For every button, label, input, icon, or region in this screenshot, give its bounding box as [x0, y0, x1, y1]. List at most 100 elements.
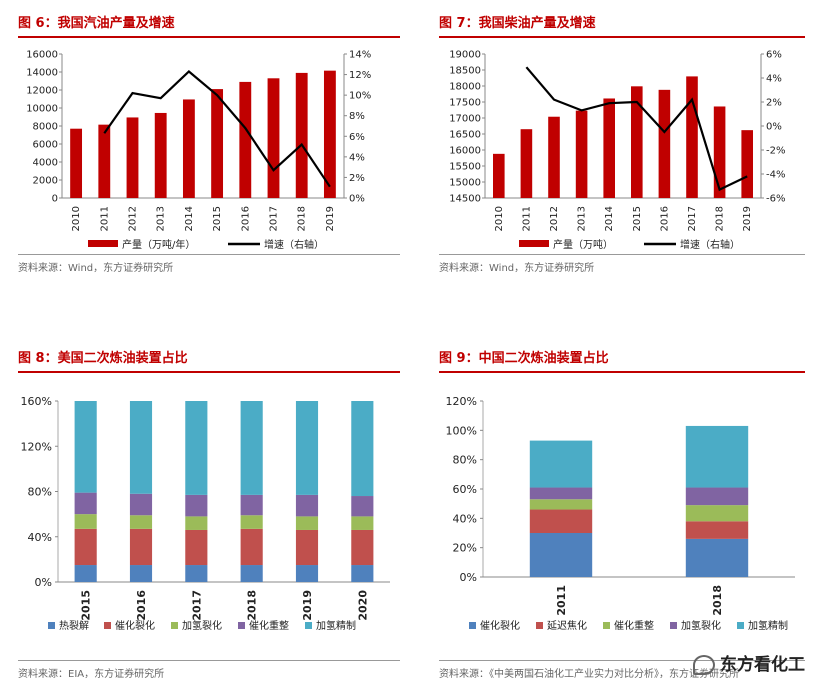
source-rule: [439, 254, 805, 255]
bar: [267, 78, 280, 198]
legend-swatch: [305, 622, 312, 629]
legend-swatch: [171, 622, 178, 629]
stack-segment: [240, 494, 263, 516]
stack-segment: [185, 565, 208, 582]
bar: [713, 106, 726, 198]
chart-fig8: 0% 40% 80% 120% 160% 2015 2016 2017 2018 2019 2020…: [21, 395, 390, 632]
figure-title: 图 6：我国汽油产量及增速: [18, 16, 175, 31]
stack-segment: [74, 565, 97, 582]
x-tick-label: 2019: [742, 206, 753, 231]
stack-segment: [685, 425, 749, 488]
stack-segment: [129, 515, 153, 529]
y2-tick-label: 12%: [349, 70, 371, 81]
stack-segment: [295, 529, 319, 566]
x-tick-label: 2017: [687, 206, 698, 231]
bar: [741, 130, 753, 198]
bar: [182, 99, 195, 198]
x-tick-label: 2019: [301, 590, 314, 621]
y-tick-label: 100%: [446, 424, 477, 437]
bar: [239, 81, 252, 198]
y-tick-label: 19000: [449, 50, 481, 61]
legend-label: 热裂解: [59, 619, 89, 632]
legend-label: 延迟焦化: [547, 619, 587, 632]
y-tick-label: 15500: [449, 162, 481, 173]
y2-tick-label: 0%: [349, 194, 365, 205]
stack-segment: [185, 516, 208, 530]
legend-swatch: [536, 622, 543, 629]
x-tick-label: 2017: [269, 206, 280, 231]
y-tick-label: 6000: [33, 140, 58, 151]
x-tick-label: 2016: [135, 590, 148, 621]
legend-swatch: [737, 622, 744, 629]
source-note: 资料来源：《中美两国石油化工产业实力对比分析》，东方证券研究所: [439, 669, 739, 680]
bar: [631, 86, 643, 198]
stack-segment: [351, 529, 374, 566]
x-tick-label: 2018: [297, 206, 308, 231]
growth-line: [103, 70, 331, 188]
bar: [70, 128, 83, 198]
stack-segment: [240, 565, 263, 582]
y-tick-label: 40%: [453, 512, 477, 525]
figure-6: 图 6：我国汽油产量及增速 0 2000 4000 6000 8000 10000 1200…: [18, 12, 400, 282]
y-tick-label: 80%: [453, 454, 477, 467]
y-tick-label: 4000: [33, 158, 58, 169]
stack-segment: [295, 516, 319, 530]
bar: [520, 129, 533, 198]
source-note: 资料来源：Wind，东方证券研究所: [439, 263, 595, 274]
stack-segment: [351, 516, 374, 530]
figure-7: 图 7：我国柴油产量及增速 14500 15000 15500 16000 16500 1…: [439, 12, 805, 282]
y-tick-label: 60%: [453, 483, 477, 496]
stack-segment: [529, 499, 593, 510]
bar: [603, 98, 615, 198]
y-tick-label: 0: [52, 194, 58, 205]
bar: [658, 89, 671, 198]
stack-segment: [74, 401, 97, 493]
y-tick-label: 10000: [26, 104, 58, 115]
y-tick-label: 17000: [449, 114, 481, 125]
stack-segment: [74, 492, 97, 515]
source-rule: [439, 660, 805, 661]
chart-fig9: 0% 20% 40% 60% 80% 100% 120% 2011 2018 催化裂化 延迟焦化 催化…: [446, 395, 795, 632]
y2-tick-label: 6%: [349, 132, 365, 143]
stack-segment: [295, 565, 319, 582]
stack-segment: [685, 538, 749, 577]
y-tick-label: 160%: [21, 395, 52, 408]
x-tick-label: 2010: [494, 206, 505, 231]
bar: [548, 116, 560, 198]
figure-title: 图 9：中国二次炼油装置占比: [439, 351, 609, 366]
figure-title: 图 7：我国柴油产量及增速: [439, 16, 596, 31]
y2-tick-label: 4%: [766, 74, 782, 85]
y-tick-label: 80%: [28, 486, 52, 499]
legend-label: 催化重整: [249, 619, 289, 632]
stack-segment: [295, 494, 319, 517]
x-tick-label: 2015: [80, 590, 93, 621]
stack-segment: [351, 496, 374, 517]
stack-segment: [74, 514, 97, 529]
figure-title: 图 8：美国二次炼油装置占比: [18, 351, 188, 366]
x-tick-label: 2015: [212, 206, 223, 231]
x-tick-label: 2019: [325, 206, 336, 231]
y2-tick-label: 4%: [349, 152, 365, 163]
title-rule: [439, 36, 805, 38]
x-tick-label: 2016: [240, 206, 251, 231]
stack-segment: [185, 401, 208, 495]
y-tick-label: 0%: [35, 576, 52, 589]
y-tick-label: 14000: [26, 68, 58, 79]
y-tick-label: 12000: [26, 86, 58, 97]
stack-segment: [529, 440, 593, 488]
y-tick-label: 40%: [28, 531, 52, 544]
legend-label: 增速（右轴）: [680, 238, 740, 251]
y2-tick-label: -6%: [766, 194, 785, 205]
watermark: 东方看化工: [693, 650, 805, 675]
bar: [493, 153, 505, 198]
figure-9: 图 9：中国二次炼油装置占比 0% 20% 40% 60% 80% 100% 120% 201…: [439, 347, 805, 687]
y2-tick-label: 8%: [349, 111, 365, 122]
source-note: 资料来源：Wind，东方证券研究所: [18, 263, 174, 274]
x-tick-label: 2018: [246, 590, 259, 621]
x-tick-label: 2011: [555, 585, 568, 616]
stack-segment: [129, 565, 153, 582]
legend-label: 催化裂化: [115, 619, 155, 632]
stack-segment: [685, 521, 749, 539]
y-tick-label: 18000: [449, 82, 481, 93]
bar: [154, 112, 167, 198]
